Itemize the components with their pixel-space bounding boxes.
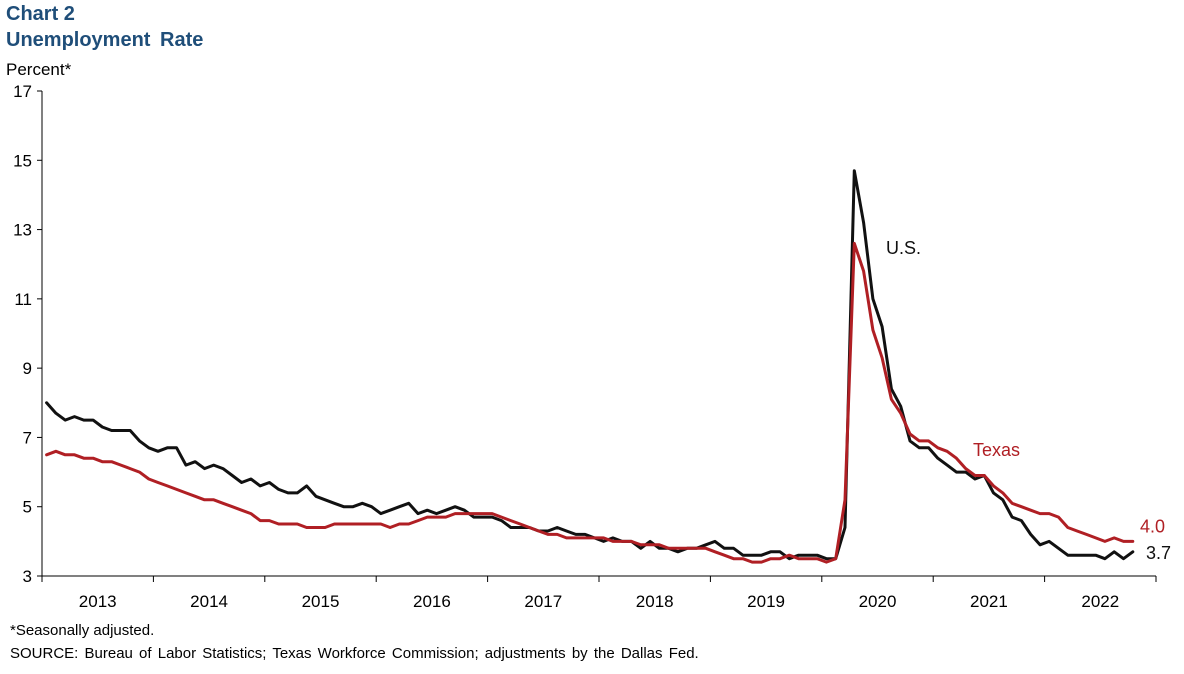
source-note: SOURCE: Bureau of Labor Statistics; Texa… [10, 645, 699, 662]
tick-labels: 3 5 7 9 11 13 15 17 2013 2014 2015 2016 2017 2018 2019… [13, 82, 1119, 611]
x-tick-label: 2018 [636, 592, 674, 611]
chart-number: Chart 2 [6, 3, 75, 25]
chart-axes [37, 90, 1157, 582]
y-tick-label: 7 [23, 428, 32, 447]
y-tick-label: 5 [23, 498, 32, 517]
footnote: *Seasonally adjusted. [10, 622, 155, 639]
series-labels: U.S. Texas 3.7 4.0 [886, 238, 1171, 563]
texas-series-line [45, 241, 1135, 564]
y-tick-label: 17 [13, 82, 32, 101]
us-series-line [45, 169, 1135, 561]
x-tick-label: 2013 [79, 592, 117, 611]
x-tick-label: 2021 [970, 592, 1008, 611]
us-end-value-label: 3.7 [1146, 543, 1171, 563]
y-tick-label: 13 [13, 221, 32, 240]
us-series-label: U.S. [886, 238, 921, 258]
series-lines [45, 169, 1135, 564]
y-tick-label: 9 [23, 359, 32, 378]
y-tick-label: 15 [13, 151, 32, 170]
x-tick-label: 2017 [524, 592, 562, 611]
texas-end-value-label: 4.0 [1140, 516, 1165, 536]
x-tick-label: 2015 [302, 592, 340, 611]
x-tick-label: 2014 [190, 592, 228, 611]
x-tick-label: 2016 [413, 592, 451, 611]
y-tick-label: 11 [14, 290, 32, 309]
x-tick-label: 2022 [1081, 592, 1119, 611]
y-tick-label: 3 [23, 567, 32, 586]
chart-title: Unemployment Rate [6, 29, 204, 51]
texas-series-label: Texas [973, 440, 1020, 460]
x-tick-label: 2019 [747, 592, 785, 611]
y-axis-label: Percent* [6, 60, 72, 79]
x-tick-label: 2020 [859, 592, 897, 611]
